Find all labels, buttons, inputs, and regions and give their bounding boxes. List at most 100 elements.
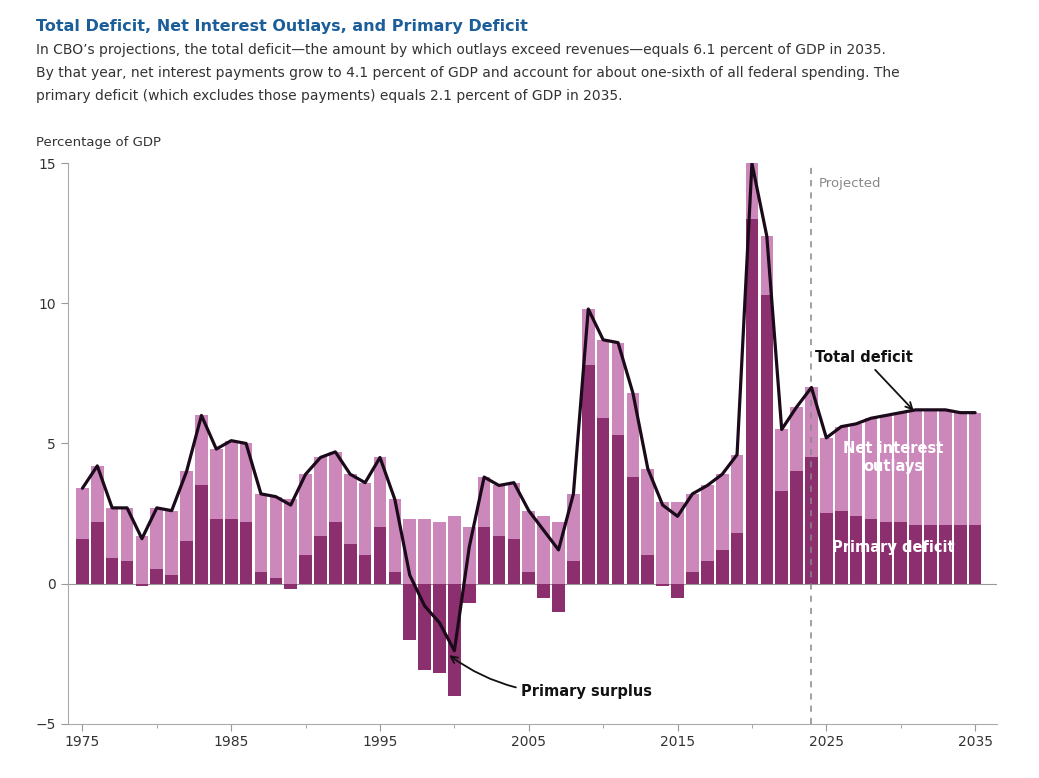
Bar [463, 527, 476, 584]
Bar [686, 573, 699, 584]
Bar [791, 471, 803, 584]
Bar [478, 477, 490, 527]
Bar [240, 522, 252, 584]
Bar [433, 522, 446, 584]
Bar [552, 522, 565, 584]
Text: Percentage of GDP: Percentage of GDP [36, 136, 161, 149]
Bar [358, 555, 371, 584]
Bar [627, 393, 639, 477]
Bar [805, 387, 818, 457]
Bar [716, 550, 728, 584]
Bar [508, 482, 521, 538]
Bar [269, 578, 283, 584]
Bar [895, 412, 907, 522]
Bar [746, 163, 758, 219]
Bar [180, 471, 193, 541]
Bar [165, 510, 178, 575]
Bar [195, 415, 208, 485]
Bar [657, 503, 669, 584]
Bar [537, 517, 550, 584]
Bar [508, 538, 521, 584]
Bar [835, 510, 848, 584]
Bar [835, 426, 848, 510]
Bar [864, 519, 877, 584]
Bar [419, 584, 431, 671]
Bar [775, 429, 788, 491]
Text: By that year, net interest payments grow to 4.1 percent of GDP and account for a: By that year, net interest payments grow… [36, 66, 900, 80]
Bar [671, 584, 684, 598]
Bar [91, 522, 104, 584]
Bar [106, 559, 118, 584]
Bar [701, 485, 714, 561]
Bar [716, 475, 728, 550]
Bar [791, 407, 803, 471]
Bar [210, 519, 222, 584]
Bar [285, 499, 297, 584]
Text: Primary surplus: Primary surplus [451, 657, 652, 699]
Bar [641, 468, 655, 555]
Bar [389, 573, 401, 584]
Bar [909, 524, 922, 584]
Bar [269, 496, 283, 578]
Bar [552, 584, 565, 612]
Bar [285, 584, 297, 589]
Bar [403, 519, 416, 584]
Bar [761, 295, 773, 584]
Text: Total Deficit, Net Interest Outlays, and Primary Deficit: Total Deficit, Net Interest Outlays, and… [36, 19, 528, 34]
Bar [224, 440, 238, 519]
Bar [255, 494, 267, 573]
Text: Primary deficit: Primary deficit [832, 540, 955, 555]
Bar [314, 457, 327, 536]
Bar [448, 517, 460, 584]
Bar [344, 545, 356, 584]
Bar [775, 491, 788, 584]
Bar [492, 485, 505, 536]
Bar [864, 419, 877, 519]
Bar [924, 524, 937, 584]
Bar [492, 536, 505, 584]
Bar [121, 508, 133, 561]
Bar [419, 519, 431, 584]
Text: In CBO’s projections, the total deficit—the amount by which outlays exceed reven: In CBO’s projections, the total deficit—… [36, 43, 886, 57]
Bar [106, 508, 118, 559]
Bar [968, 524, 982, 584]
Bar [537, 584, 550, 598]
Bar [91, 466, 104, 522]
Text: primary deficit (which excludes those payments) equals 2.1 percent of GDP in 203: primary deficit (which excludes those pa… [36, 89, 622, 103]
Bar [255, 573, 267, 584]
Bar [180, 541, 193, 584]
Bar [761, 237, 773, 295]
Bar [657, 584, 669, 587]
Bar [523, 510, 535, 573]
Bar [895, 522, 907, 584]
Bar [567, 494, 580, 561]
Bar [151, 508, 163, 569]
Bar [641, 555, 655, 584]
Bar [314, 536, 327, 584]
Bar [448, 584, 460, 696]
Bar [939, 410, 952, 524]
Bar [240, 443, 252, 522]
Bar [701, 561, 714, 584]
Bar [805, 457, 818, 584]
Bar [403, 584, 416, 640]
Bar [433, 584, 446, 673]
Bar [136, 584, 149, 587]
Bar [76, 489, 88, 538]
Bar [596, 340, 610, 419]
Bar [820, 513, 832, 584]
Bar [136, 536, 149, 584]
Bar [165, 575, 178, 584]
Bar [850, 424, 862, 517]
Bar [329, 522, 342, 584]
Bar [612, 435, 624, 584]
Bar [954, 524, 966, 584]
Bar [627, 477, 639, 584]
Bar [478, 527, 490, 584]
Bar [299, 475, 312, 555]
Bar [299, 555, 312, 584]
Bar [880, 522, 893, 584]
Bar [954, 412, 966, 524]
Bar [671, 503, 684, 584]
Bar [374, 527, 387, 584]
